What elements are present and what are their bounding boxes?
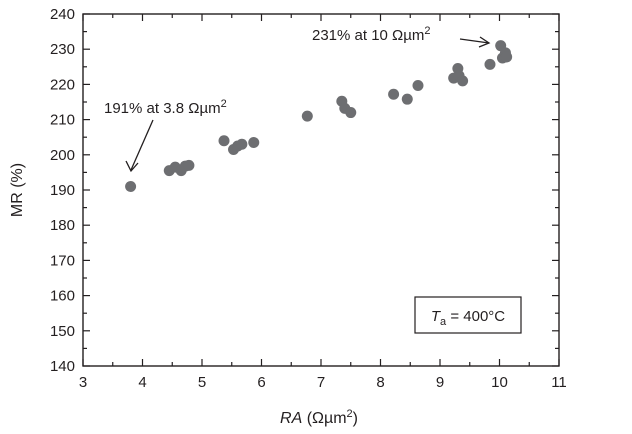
x-tick-label: 3	[79, 374, 87, 391]
annotation-max-arrowhead	[478, 36, 491, 48]
x-tick-label: 11	[551, 374, 567, 391]
y-tick-label: 140	[50, 358, 75, 375]
data-point	[412, 79, 424, 91]
data-point	[236, 138, 248, 150]
data-point	[301, 110, 313, 122]
x-tick-label: 10	[491, 374, 508, 391]
y-tick-label: 240	[50, 6, 75, 23]
data-point	[401, 93, 413, 105]
data-point	[183, 159, 195, 171]
y-tick-label: 230	[50, 41, 75, 58]
data-point	[345, 107, 357, 119]
data-point	[501, 51, 513, 63]
y-tick-label: 180	[50, 217, 75, 234]
x-tick-label: 5	[198, 374, 206, 391]
annotation-max: 231% at 10 Ωµm2	[312, 25, 431, 44]
annealing-temperature-box	[414, 296, 522, 334]
x-tick-label: 6	[257, 374, 265, 391]
x-axis-title: RA (Ωµm2)	[280, 408, 358, 427]
annotation-min: 191% at 3.8 Ωµm2	[104, 98, 227, 117]
y-tick-label: 170	[50, 252, 75, 269]
y-tick-label: 220	[50, 76, 75, 93]
data-point	[484, 58, 496, 70]
x-axis: 3 4 5 6 7 8 9 10 11	[79, 14, 567, 391]
data-point	[248, 136, 260, 148]
x-tick-label: 8	[376, 374, 384, 391]
y-tick-label: 210	[50, 112, 75, 129]
data-point	[218, 135, 230, 147]
y-tick-label: 160	[50, 288, 75, 305]
data-point	[388, 88, 400, 100]
annotation-min-arrowhead	[125, 160, 139, 173]
data-point	[457, 75, 469, 87]
y-tick-label: 190	[50, 182, 75, 199]
x-tick-label: 7	[317, 374, 325, 391]
y-axis-title: MR (%)	[9, 163, 26, 217]
x-tick-label: 4	[138, 374, 146, 391]
data-points	[125, 40, 513, 192]
annotation-max-arrow	[459, 38, 490, 44]
y-tick-label: 150	[50, 323, 75, 340]
annotation-min-arrow	[130, 119, 154, 171]
y-axis: 140 150 160 170 180 190 200 210 220 230 240	[50, 6, 559, 375]
data-point	[125, 180, 137, 192]
y-tick-label: 200	[50, 147, 75, 164]
x-tick-label: 9	[436, 374, 444, 391]
annealing-temperature-label: Ta = 400°C	[431, 308, 505, 328]
